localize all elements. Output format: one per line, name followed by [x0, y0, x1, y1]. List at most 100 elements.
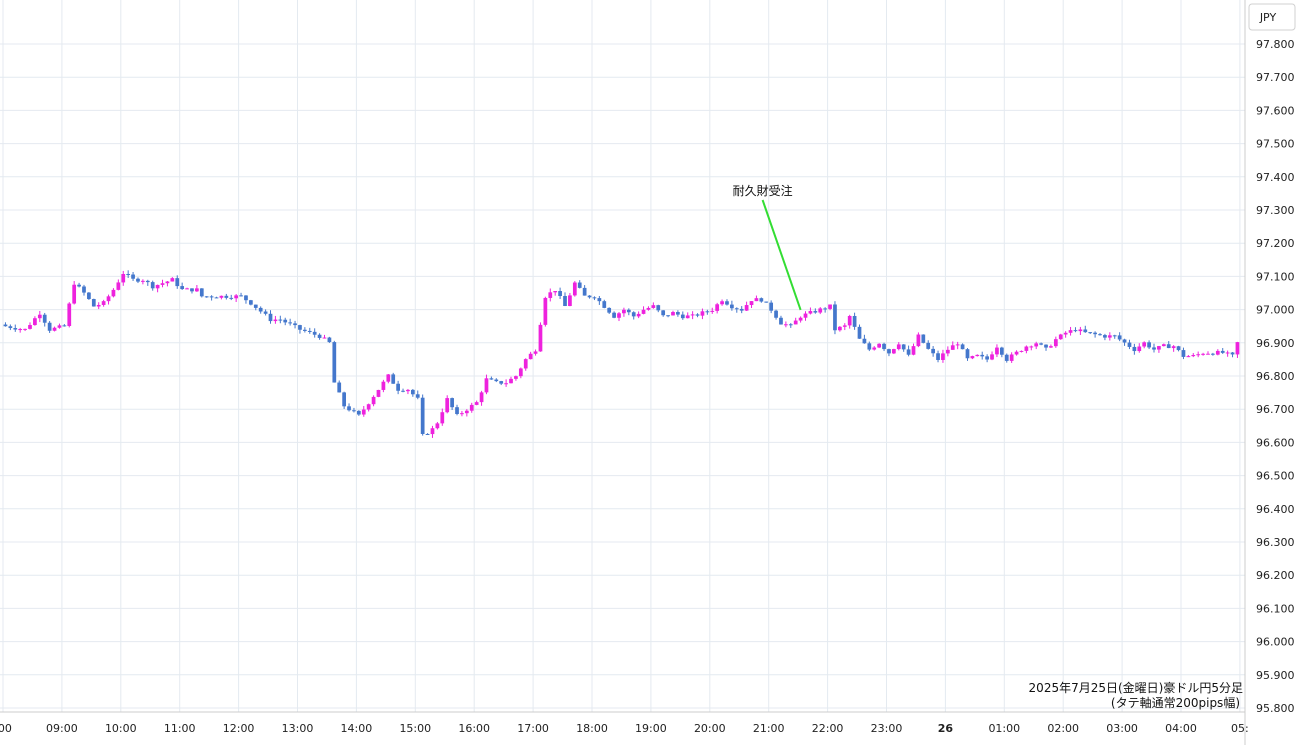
candle-body [258, 307, 263, 312]
price-tick-label: 95.800 [1256, 702, 1295, 715]
time-tick-label: 12:00 [223, 722, 255, 735]
price-tick-label: 97.400 [1256, 171, 1295, 184]
candle-body [676, 312, 680, 315]
price-axis-panel [1245, 0, 1300, 745]
candle-body [631, 312, 636, 317]
candle-body [322, 337, 327, 339]
candle-body [165, 281, 170, 284]
candle-body [396, 383, 400, 391]
candle-body [126, 273, 131, 275]
candle-body [141, 280, 145, 282]
candle-body [1191, 355, 1196, 357]
candle-body [617, 313, 621, 318]
candle-body [1053, 339, 1058, 347]
candle-body [847, 315, 852, 326]
candle-body [145, 280, 150, 283]
candle-body [312, 331, 317, 335]
candle-body [415, 394, 420, 398]
candle-body [1029, 346, 1034, 348]
candle-body [1004, 354, 1009, 361]
time-tick-label: 14:00 [341, 722, 373, 735]
time-tick-label: 11:00 [164, 722, 196, 735]
candle-body [298, 325, 302, 330]
candle-body [464, 410, 469, 414]
candle-body [239, 295, 243, 297]
candle-body [371, 396, 376, 405]
candle-body [67, 303, 72, 327]
candle-body [523, 359, 528, 369]
candle-body [1127, 342, 1132, 347]
candle-body [204, 296, 209, 298]
time-tick-label: 19:00 [635, 722, 667, 735]
candle-body [77, 284, 81, 287]
price-tick-label: 96.400 [1256, 503, 1295, 516]
candle-body [489, 378, 494, 380]
chart-caption: 2025年7月25日(金曜日)豪ドル円5分足 (タテ軸通常200pips幅) [1029, 680, 1243, 710]
candle-body [955, 344, 960, 346]
candle-body [754, 298, 759, 302]
candle-body [8, 326, 13, 329]
candle-body [651, 305, 656, 308]
candle-body [690, 314, 695, 316]
candle-body [921, 334, 926, 343]
time-tick-label: 02:00 [1047, 722, 1079, 735]
candle-body [366, 404, 371, 410]
candle-body [376, 389, 381, 397]
candle-body [342, 392, 346, 407]
candle-body [209, 296, 214, 298]
time-tick-label: 26 [938, 722, 954, 735]
time-axis-ticks: :00 09:00 10:00 11:00 12:00 13:00 14:00 15:00 16… [0, 722, 1249, 735]
candle-body [1019, 350, 1024, 352]
candle-body [1220, 350, 1225, 353]
candle-body [793, 320, 798, 325]
candle-body [818, 308, 823, 313]
candle-body [1225, 352, 1230, 354]
candle-body [62, 325, 67, 327]
candle-body [327, 337, 332, 343]
candle-body [813, 311, 818, 313]
candle-body [734, 308, 739, 310]
candle-body [680, 314, 685, 319]
candle-body [1014, 351, 1019, 355]
candle-body [1083, 329, 1088, 333]
candle-body [720, 301, 724, 305]
candle-body [249, 300, 253, 305]
candle-body [764, 301, 769, 303]
candle-body [37, 314, 42, 319]
candle-body [666, 315, 670, 317]
time-tick-label: 18:00 [576, 722, 608, 735]
candle-body [980, 354, 985, 357]
candle-body [401, 390, 405, 392]
candle-body [361, 409, 366, 415]
candle-body [1044, 344, 1048, 348]
candle-body [332, 342, 337, 383]
candle-body [695, 314, 700, 316]
candle-body [406, 389, 410, 392]
candle-body [975, 354, 980, 357]
candle-body [1196, 354, 1201, 356]
candle-body [111, 289, 116, 297]
candle-body [528, 353, 533, 360]
candle-body [1152, 347, 1156, 350]
candle-body [116, 282, 121, 290]
candle-body [1117, 335, 1122, 340]
candle-body [970, 356, 975, 359]
candle-body [514, 376, 518, 379]
candle-body [1107, 335, 1112, 338]
candle-body [587, 295, 592, 298]
candle-body [553, 291, 558, 293]
candle-body [381, 381, 386, 390]
candle-body [661, 310, 666, 316]
candle-body [710, 310, 715, 312]
candle-body [288, 322, 293, 324]
candle-body [410, 389, 415, 395]
candle-body [1161, 344, 1166, 347]
price-tick-label: 96.500 [1256, 470, 1295, 483]
candle-body [1215, 350, 1220, 355]
candle-body [224, 295, 229, 298]
candle-body [622, 309, 626, 314]
candle-body [1181, 350, 1186, 357]
candle-body [877, 343, 882, 348]
candle-body [302, 329, 307, 331]
candle-body [1068, 330, 1073, 333]
